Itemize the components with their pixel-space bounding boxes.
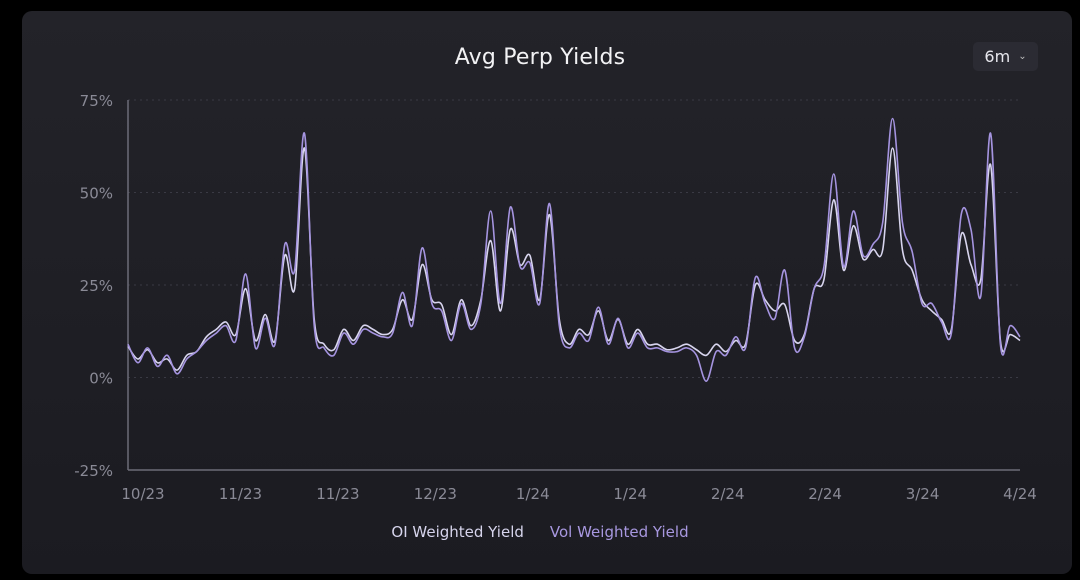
y-tick-label: 25% — [80, 277, 113, 295]
range-selector-dropdown[interactable]: 6m ⌄ — [973, 42, 1038, 71]
x-tick-label: 2/24 — [808, 485, 842, 503]
series-line-oi-weighted-yield — [127, 147, 1021, 371]
chart-card — [22, 11, 1072, 574]
x-tick-label: 10/23 — [121, 485, 164, 503]
x-tick-label: 11/23 — [219, 485, 262, 503]
x-tick-label: 1/24 — [613, 485, 647, 503]
chevron-down-icon: ⌄ — [1018, 51, 1027, 62]
series-line-vol-weighted-yield — [127, 117, 1021, 383]
x-tick-label: 12/23 — [414, 485, 457, 503]
x-tick-label: 3/24 — [906, 485, 940, 503]
x-tick-label: 11/23 — [316, 485, 359, 503]
x-tick-label: 1/24 — [516, 485, 550, 503]
chart-legend: OI Weighted Yield Vol Weighted Yield — [0, 523, 1080, 541]
y-tick-label: 75% — [80, 92, 113, 110]
x-tick-label: 2/24 — [711, 485, 745, 503]
y-tick-label: -25% — [74, 462, 113, 480]
range-selector-value: 6m — [984, 47, 1011, 66]
y-tick-label: 50% — [80, 185, 113, 203]
y-tick-label: 0% — [89, 370, 113, 388]
x-tick-label: 4/24 — [1003, 485, 1037, 503]
chart-title: Avg Perp Yields — [454, 45, 626, 70]
legend-vol-weighted-yield[interactable]: Vol Weighted Yield — [549, 523, 689, 541]
legend-oi-weighted-yield[interactable]: OI Weighted Yield — [391, 523, 524, 541]
